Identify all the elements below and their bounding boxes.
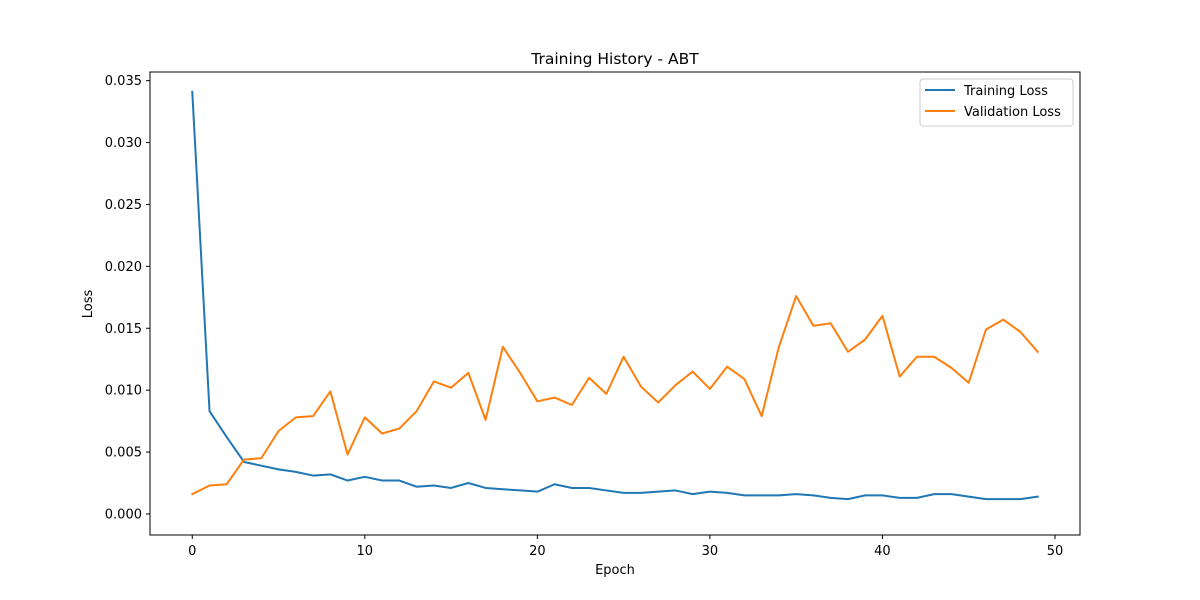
- plot-frame: [149, 71, 1081, 536]
- y-tick-label: 0.030: [105, 136, 142, 151]
- y-tick-label: 0.010: [105, 384, 142, 399]
- x-tick-label: 40: [874, 544, 891, 559]
- series-line-validation-loss: [190, 295, 1040, 496]
- legend-box: [919, 78, 1074, 127]
- x-tick-label: 10: [357, 544, 374, 559]
- chart-title: Training History - ABT: [530, 50, 699, 68]
- legend-label-training-loss: Training Loss: [963, 84, 1048, 99]
- y-tick-label: 0.020: [105, 260, 142, 275]
- y-axis: 0.000 0.005 0.010 0.015 0.020 0.025 0.030 0.035: [105, 74, 150, 522]
- y-tick-label: 0.015: [105, 322, 142, 337]
- y-tick-label: 0.005: [105, 446, 142, 461]
- x-tick-label: 20: [529, 544, 546, 559]
- y-axis-title: Loss: [81, 290, 96, 319]
- legend-label-validation-loss: Validation Loss: [964, 105, 1061, 120]
- x-axis-title: Epoch: [595, 563, 635, 578]
- x-tick-label: 50: [1047, 544, 1064, 559]
- y-tick-label: 0.000: [105, 507, 142, 522]
- series-line-training-loss: [191, 90, 1039, 501]
- plot-area: [190, 90, 1040, 501]
- legend: Training Loss Validation Loss: [919, 78, 1074, 127]
- x-tick-label: 30: [702, 544, 719, 559]
- x-axis: 0 10 20 30 40 50: [188, 535, 1063, 559]
- y-tick-label: 0.025: [105, 198, 142, 213]
- y-tick-label: 0.035: [105, 74, 142, 89]
- x-tick-label: 0: [188, 544, 196, 559]
